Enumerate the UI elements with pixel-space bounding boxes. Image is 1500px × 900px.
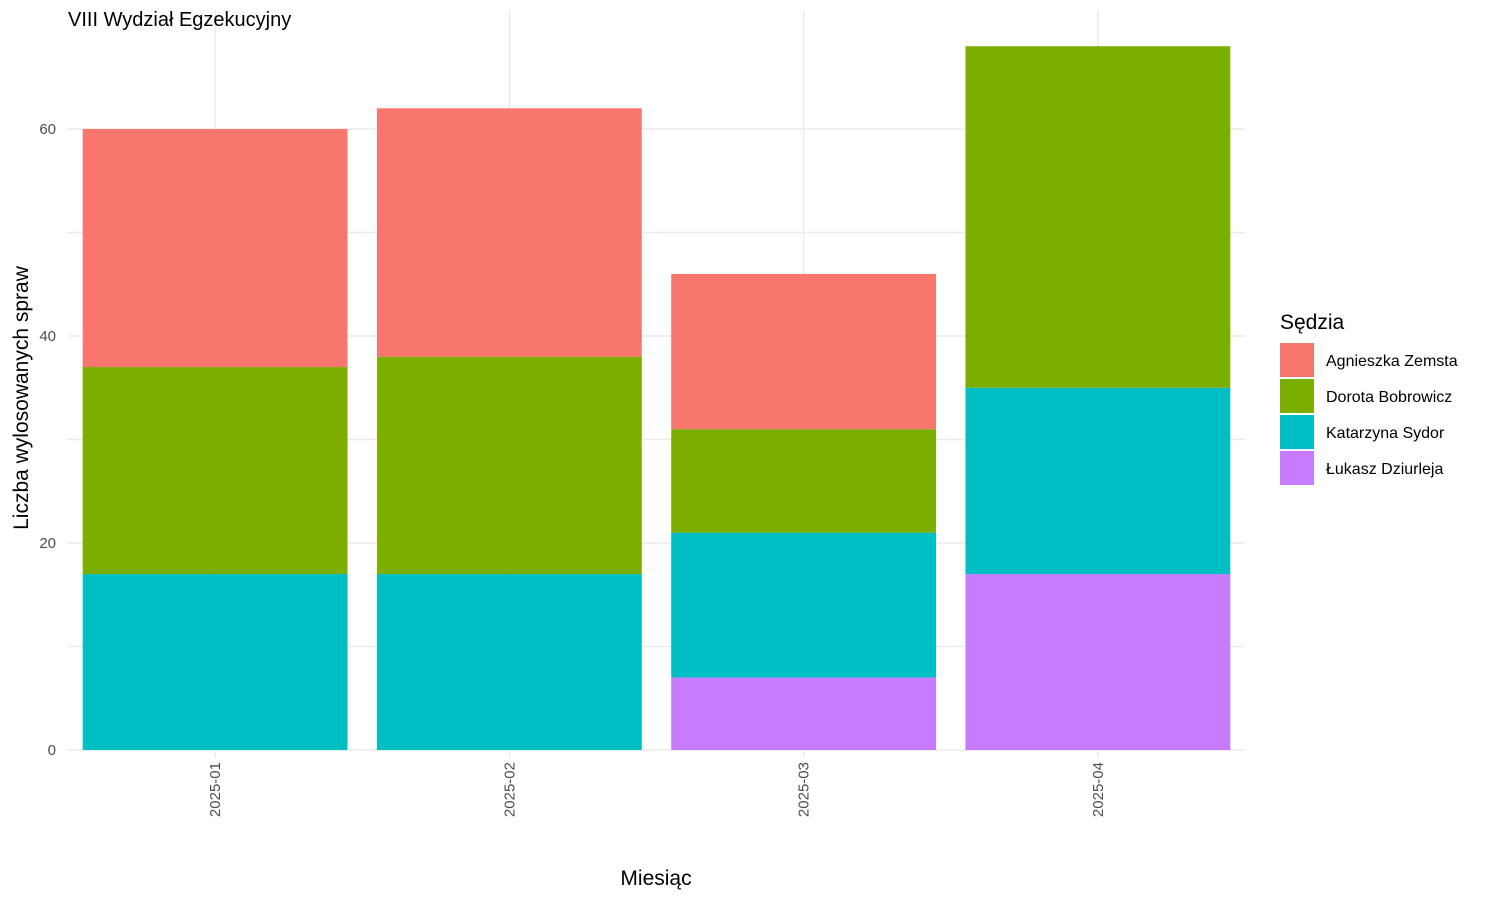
legend-label: Łukasz Dziurleja	[1326, 461, 1443, 478]
bar-segment	[965, 387, 1231, 575]
bar-segment	[376, 356, 642, 575]
x-tick-label: 2025-02	[501, 762, 518, 817]
x-tick-label: 2025-01	[207, 762, 224, 817]
x-axis-ticks: 2025-01 2025-02 2025-03 2025-04	[207, 752, 1107, 817]
bar-segment	[671, 677, 937, 750]
x-tick-label: 2025-04	[1090, 762, 1107, 817]
bar-segment	[82, 129, 348, 368]
bar-segment	[671, 273, 937, 430]
legend-label: Dorota Bobrowicz	[1326, 389, 1452, 406]
x-tick-label: 2025-03	[796, 762, 813, 817]
chart-title: VIII Wydział Egzekucyjny	[68, 9, 291, 31]
bar-segment	[965, 574, 1231, 750]
legend-swatch	[1280, 415, 1314, 449]
legend-label: Katarzyna Sydor	[1326, 425, 1445, 442]
bars	[82, 46, 1231, 750]
bar-segment	[376, 574, 642, 750]
x-axis-title: Miesiąc	[620, 867, 691, 890]
legend-label: Agnieszka Zemsta	[1326, 353, 1458, 370]
bar-segment	[82, 367, 348, 575]
legend-swatch	[1280, 451, 1314, 485]
y-tick-label: 60	[39, 121, 56, 138]
legend-swatch	[1280, 379, 1314, 413]
legend-swatch	[1280, 343, 1314, 377]
legend-title: Sędzia	[1280, 311, 1345, 334]
legend: Sędzia Agnieszka Zemsta Dorota Bobrowicz K…	[1280, 311, 1458, 485]
y-tick-label: 20	[39, 535, 56, 552]
bar-segment	[671, 429, 937, 533]
bar-segment	[376, 108, 642, 357]
bar-segment	[671, 532, 937, 678]
y-axis-title: Liczba wylosowanych spraw	[10, 265, 33, 530]
y-axis-ticks: 0 20 40 60	[39, 121, 56, 759]
bar-segment	[965, 46, 1231, 388]
y-tick-label: 0	[48, 742, 56, 759]
bar-segment	[82, 574, 348, 750]
y-tick-label: 40	[39, 328, 56, 345]
